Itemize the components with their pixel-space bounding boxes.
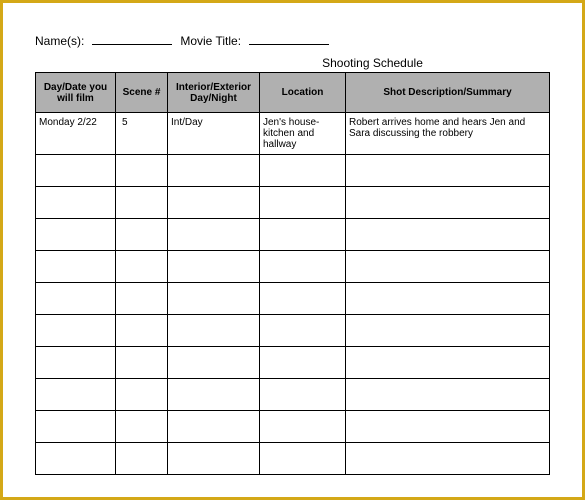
movie-title-blank[interactable] <box>249 31 329 45</box>
cell-intext[interactable]: Int/Day <box>168 113 260 155</box>
table-row <box>36 187 550 219</box>
col-header-desc: Shot Description/Summary <box>346 73 550 113</box>
cell-scene[interactable] <box>116 411 168 443</box>
cell-desc[interactable] <box>346 251 550 283</box>
table-row <box>36 219 550 251</box>
cell-intext[interactable] <box>168 283 260 315</box>
cell-location[interactable] <box>260 411 346 443</box>
cell-location[interactable] <box>260 187 346 219</box>
cell-date[interactable] <box>36 379 116 411</box>
cell-scene[interactable] <box>116 379 168 411</box>
cell-scene[interactable] <box>116 187 168 219</box>
table-row <box>36 283 550 315</box>
cell-intext[interactable] <box>168 155 260 187</box>
cell-intext[interactable] <box>168 251 260 283</box>
cell-intext[interactable] <box>168 315 260 347</box>
cell-desc[interactable] <box>346 283 550 315</box>
col-header-scene: Scene # <box>116 73 168 113</box>
table-row <box>36 443 550 475</box>
cell-desc[interactable] <box>346 443 550 475</box>
cell-desc[interactable] <box>346 379 550 411</box>
names-blank[interactable] <box>92 31 172 45</box>
schedule-table: Day/Date you will film Scene # Interior/… <box>35 72 550 475</box>
cell-date[interactable] <box>36 251 116 283</box>
table-row <box>36 347 550 379</box>
cell-location[interactable] <box>260 315 346 347</box>
schedule-title: Shooting Schedule <box>35 56 550 70</box>
cell-intext[interactable] <box>168 411 260 443</box>
cell-location[interactable] <box>260 443 346 475</box>
cell-intext[interactable] <box>168 347 260 379</box>
cell-intext[interactable] <box>168 187 260 219</box>
cell-location[interactable] <box>260 219 346 251</box>
cell-date[interactable] <box>36 219 116 251</box>
table-row <box>36 411 550 443</box>
cell-desc[interactable] <box>346 411 550 443</box>
cell-date[interactable] <box>36 347 116 379</box>
cell-date[interactable] <box>36 155 116 187</box>
form-header: Name(s): Movie Title: <box>35 31 550 48</box>
cell-scene[interactable] <box>116 443 168 475</box>
cell-scene[interactable] <box>116 347 168 379</box>
cell-date[interactable] <box>36 187 116 219</box>
cell-scene[interactable] <box>116 315 168 347</box>
cell-date[interactable] <box>36 411 116 443</box>
cell-date[interactable] <box>36 443 116 475</box>
cell-desc[interactable] <box>346 155 550 187</box>
table-row <box>36 155 550 187</box>
table-row <box>36 315 550 347</box>
cell-location[interactable] <box>260 155 346 187</box>
cell-desc[interactable] <box>346 219 550 251</box>
cell-scene[interactable] <box>116 155 168 187</box>
cell-intext[interactable] <box>168 219 260 251</box>
table-row <box>36 251 550 283</box>
cell-intext[interactable] <box>168 379 260 411</box>
table-row: Monday 2/225Int/DayJen's house- kitchen … <box>36 113 550 155</box>
cell-scene[interactable] <box>116 219 168 251</box>
cell-desc[interactable]: Robert arrives home and hears Jen and Sa… <box>346 113 550 155</box>
cell-location[interactable] <box>260 379 346 411</box>
col-header-location: Location <box>260 73 346 113</box>
cell-location[interactable] <box>260 283 346 315</box>
table-header-row: Day/Date you will film Scene # Interior/… <box>36 73 550 113</box>
cell-scene[interactable] <box>116 283 168 315</box>
cell-date[interactable] <box>36 315 116 347</box>
col-header-date: Day/Date you will film <box>36 73 116 113</box>
cell-scene[interactable] <box>116 251 168 283</box>
cell-location[interactable] <box>260 251 346 283</box>
cell-location[interactable] <box>260 347 346 379</box>
names-label: Name(s): <box>35 34 84 48</box>
cell-location[interactable]: Jen's house- kitchen and hallway <box>260 113 346 155</box>
table-row <box>36 379 550 411</box>
cell-desc[interactable] <box>346 315 550 347</box>
cell-date[interactable] <box>36 283 116 315</box>
movie-title-label: Movie Title: <box>180 34 241 48</box>
col-header-intext: Interior/Exterior Day/Night <box>168 73 260 113</box>
cell-desc[interactable] <box>346 347 550 379</box>
cell-date[interactable]: Monday 2/22 <box>36 113 116 155</box>
cell-desc[interactable] <box>346 187 550 219</box>
cell-scene[interactable]: 5 <box>116 113 168 155</box>
cell-intext[interactable] <box>168 443 260 475</box>
